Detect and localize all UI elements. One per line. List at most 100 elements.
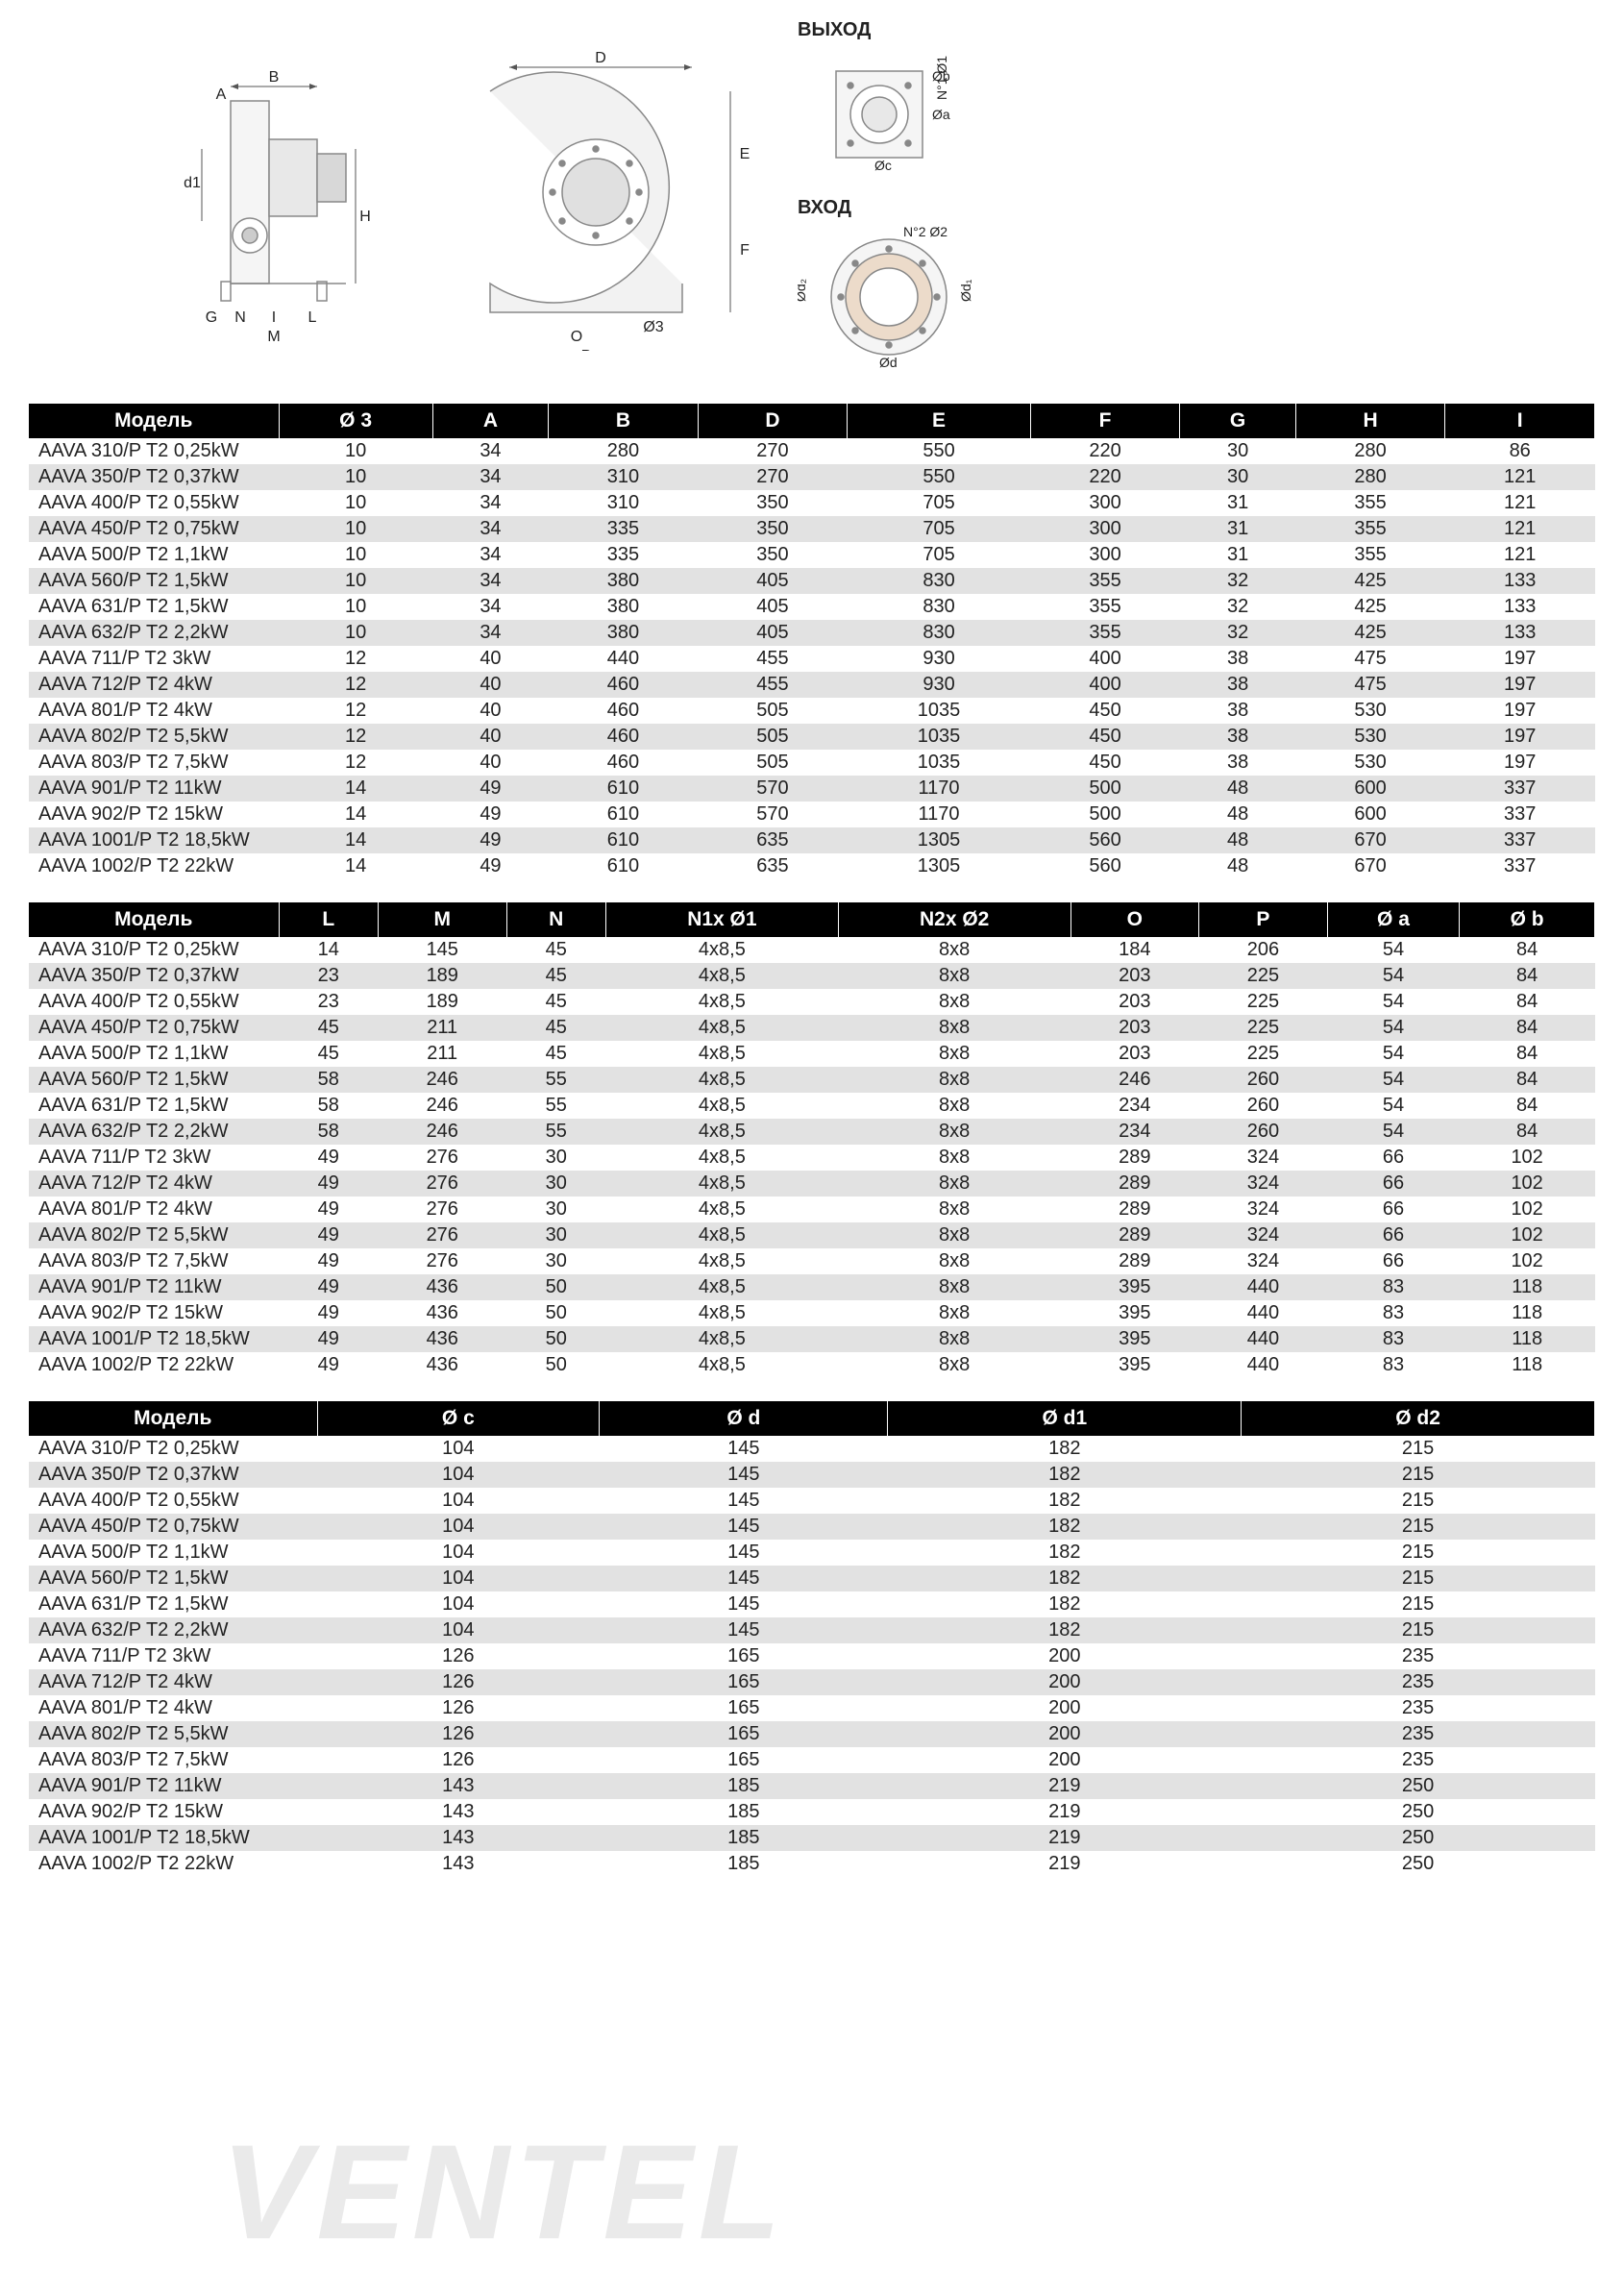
table-row: AAVA 1002/P T2 22kW143185219250 xyxy=(29,1851,1595,1877)
table-cell: 705 xyxy=(848,516,1031,542)
table-cell: 8x8 xyxy=(838,1041,1070,1067)
table-cell: 355 xyxy=(1295,490,1445,516)
table-cell: AAVA 1002/P T2 22kW xyxy=(29,1352,279,1378)
table-cell: 4x8,5 xyxy=(606,1300,839,1326)
table-cell: 34 xyxy=(432,594,548,620)
table-cell: 145 xyxy=(600,1617,888,1643)
table-cell: 276 xyxy=(378,1171,506,1197)
table-cell: 126 xyxy=(317,1747,600,1773)
table-cell: AAVA 631/P T2 1,5kW xyxy=(29,594,279,620)
table-cell: 215 xyxy=(1242,1514,1595,1540)
table-cell: 436 xyxy=(378,1326,506,1352)
svg-text:N°2 Ø2: N°2 Ø2 xyxy=(903,225,947,239)
dimensions-table-3: МодельØ cØ dØ d1Ø d2 AAVA 310/P T2 0,25k… xyxy=(29,1401,1595,1877)
table-cell: 66 xyxy=(1327,1248,1460,1274)
table-cell: 300 xyxy=(1030,516,1180,542)
table-cell: 289 xyxy=(1070,1171,1199,1197)
table-cell: 475 xyxy=(1295,672,1445,698)
table-cell: AAVA 500/P T2 1,1kW xyxy=(29,1540,317,1566)
svg-text:D: D xyxy=(595,50,606,66)
table-cell: 185 xyxy=(600,1799,888,1825)
svg-text:P: P xyxy=(581,348,592,351)
table-cell: AAVA 712/P T2 4kW xyxy=(29,1669,317,1695)
table-cell: 30 xyxy=(506,1145,605,1171)
table-cell: 530 xyxy=(1295,750,1445,776)
table-cell: 84 xyxy=(1460,963,1595,989)
table-cell: 8x8 xyxy=(838,1015,1070,1041)
table-cell: 126 xyxy=(317,1695,600,1721)
table-cell: AAVA 801/P T2 4kW xyxy=(29,1197,279,1222)
table-cell: 54 xyxy=(1327,1093,1460,1119)
table-cell: AAVA 310/P T2 0,25kW xyxy=(29,438,279,464)
table-cell: 450 xyxy=(1030,698,1180,724)
table-cell: 23 xyxy=(279,963,378,989)
table-cell: AAVA 901/P T2 11kW xyxy=(29,1274,279,1300)
table-cell: 220 xyxy=(1030,464,1180,490)
inlet-label: ВХОД xyxy=(798,197,1009,219)
table-cell: 260 xyxy=(1199,1119,1328,1145)
table-cell: 83 xyxy=(1327,1352,1460,1378)
column-header: M xyxy=(378,902,506,937)
table-cell: 197 xyxy=(1445,646,1595,672)
table-cell: 610 xyxy=(549,853,699,879)
table-cell: 34 xyxy=(432,516,548,542)
table-cell: 104 xyxy=(317,1462,600,1488)
svg-text:Ød₂: Ød₂ xyxy=(798,279,808,302)
table-cell: 350 xyxy=(698,542,848,568)
table-cell: 197 xyxy=(1445,672,1595,698)
table-row: AAVA 631/P T2 1,5kW58246554x8,58x8234260… xyxy=(29,1093,1595,1119)
column-header: N xyxy=(506,902,605,937)
table-cell: 8x8 xyxy=(838,1197,1070,1222)
column-header: Ø c xyxy=(317,1401,600,1436)
table-cell: 83 xyxy=(1327,1326,1460,1352)
table-cell: 40 xyxy=(432,646,548,672)
table-cell: 250 xyxy=(1242,1851,1595,1877)
table-cell: 425 xyxy=(1295,620,1445,646)
table-cell: 246 xyxy=(378,1119,506,1145)
table-cell: 215 xyxy=(1242,1566,1595,1591)
table-cell: 235 xyxy=(1242,1669,1595,1695)
table-cell: 182 xyxy=(888,1514,1242,1540)
svg-text:I: I xyxy=(272,309,276,326)
outlet-label: ВЫХОД xyxy=(798,19,1009,41)
table-cell: 165 xyxy=(600,1721,888,1747)
table-cell: 38 xyxy=(1180,672,1295,698)
table-cell: 215 xyxy=(1242,1591,1595,1617)
table-cell: 104 xyxy=(317,1566,600,1591)
table-cell: 185 xyxy=(600,1773,888,1799)
table-cell: 355 xyxy=(1030,594,1180,620)
table-cell: 45 xyxy=(279,1041,378,1067)
table-header-row: МодельLMNN1x Ø1N2x Ø2OPØ aØ b xyxy=(29,902,1595,937)
table-cell: 45 xyxy=(506,963,605,989)
column-header: Модель xyxy=(29,404,279,438)
table-cell: 4x8,5 xyxy=(606,937,839,963)
table-cell: 48 xyxy=(1180,827,1295,853)
table-cell: 4x8,5 xyxy=(606,1015,839,1041)
table-cell: 215 xyxy=(1242,1617,1595,1643)
table-cell: 300 xyxy=(1030,542,1180,568)
table-cell: AAVA 350/P T2 0,37kW xyxy=(29,963,279,989)
table-cell: 10 xyxy=(279,490,432,516)
table-cell: 4x8,5 xyxy=(606,1248,839,1274)
column-header: I xyxy=(1445,404,1595,438)
table-row: AAVA 500/P T2 1,1kW45211454x8,58x8203225… xyxy=(29,1041,1595,1067)
table-cell: 83 xyxy=(1327,1274,1460,1300)
table-cell: 8x8 xyxy=(838,1145,1070,1171)
column-header: Ø 3 xyxy=(279,404,432,438)
svg-text:L: L xyxy=(308,309,317,326)
table-row: AAVA 711/P T2 3kW49276304x8,58x828932466… xyxy=(29,1145,1595,1171)
table-cell: 84 xyxy=(1460,1067,1595,1093)
table-cell: 8x8 xyxy=(838,989,1070,1015)
table-cell: 49 xyxy=(279,1197,378,1222)
table-cell: 58 xyxy=(279,1119,378,1145)
table-cell: 23 xyxy=(279,989,378,1015)
column-header: A xyxy=(432,404,548,438)
table-row: AAVA 712/P T2 4kW49276304x8,58x828932466… xyxy=(29,1171,1595,1197)
table-cell: AAVA 450/P T2 0,75kW xyxy=(29,516,279,542)
table-row: AAVA 631/P T2 1,5kW103438040583035532425… xyxy=(29,594,1595,620)
table-row: AAVA 400/P T2 0,55kW104145182215 xyxy=(29,1488,1595,1514)
table-cell: 83 xyxy=(1327,1300,1460,1326)
table-cell: 145 xyxy=(600,1566,888,1591)
table-cell: 220 xyxy=(1030,438,1180,464)
table-cell: 1170 xyxy=(848,802,1031,827)
